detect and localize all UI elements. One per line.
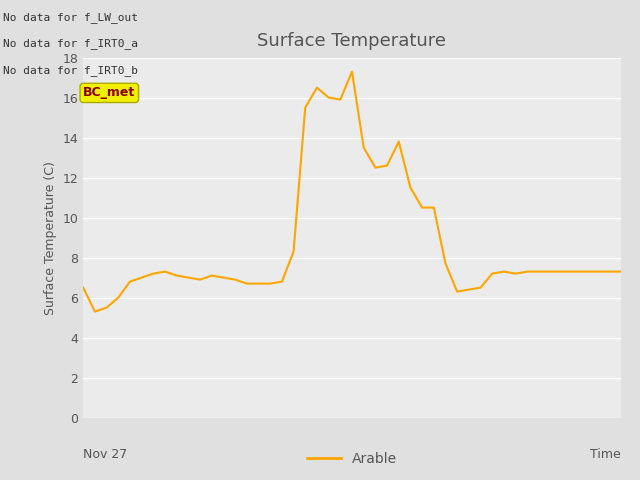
Text: BC_met: BC_met xyxy=(83,86,136,99)
Y-axis label: Surface Temperature (C): Surface Temperature (C) xyxy=(44,161,57,314)
Title: Surface Temperature: Surface Temperature xyxy=(257,33,447,50)
Text: No data for f_LW_out: No data for f_LW_out xyxy=(3,12,138,23)
Text: No data for f_IRT0_b: No data for f_IRT0_b xyxy=(3,65,138,76)
Text: Nov 27: Nov 27 xyxy=(83,448,127,461)
Text: No data for f_IRT0_a: No data for f_IRT0_a xyxy=(3,38,138,49)
Legend: Arable: Arable xyxy=(301,447,403,472)
Text: Time: Time xyxy=(590,448,621,461)
